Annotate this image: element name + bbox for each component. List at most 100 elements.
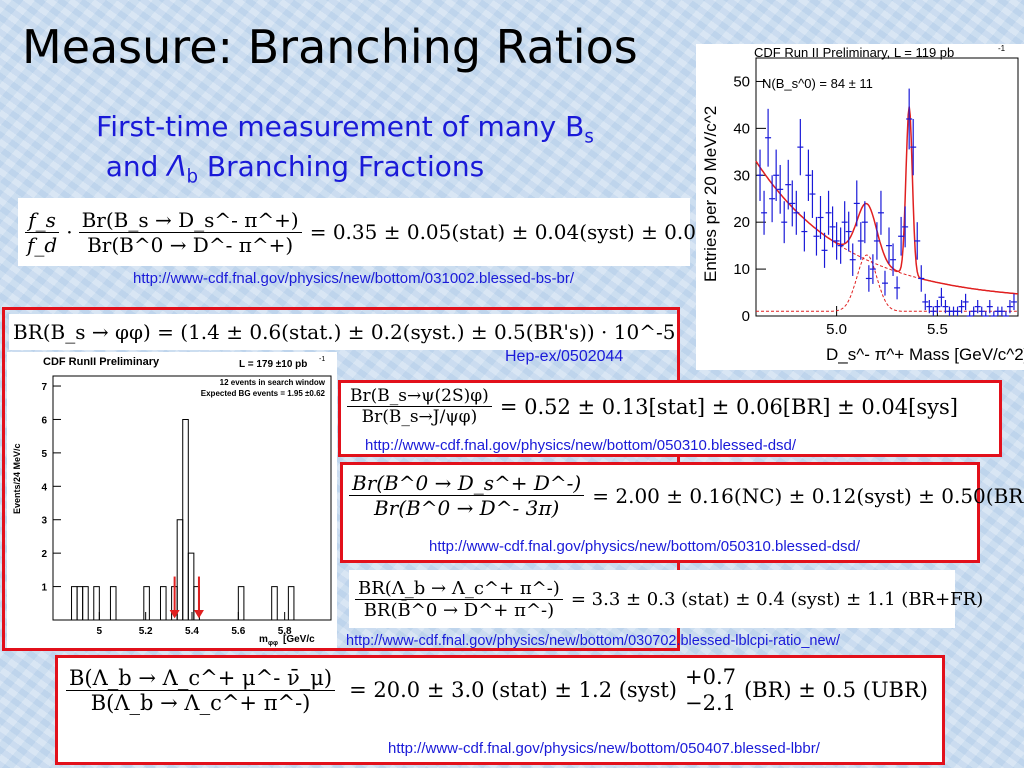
eq-dsd: Br(B^0 → D_s^+ D^-) Br(B^0 → D^- 3π) = 2.… xyxy=(349,471,1024,520)
eq-lambda-mu-up: +0.7 xyxy=(684,665,736,689)
subtitle-line2-sub: b xyxy=(186,166,199,188)
eq-psi-den: Br(B_s→J/ψφ) xyxy=(361,407,478,427)
dspi-xtick-label: 5.5 xyxy=(927,321,948,338)
slide-title: Measure: Branching Ratios xyxy=(22,20,638,74)
phiphi-bin xyxy=(93,586,100,620)
eq-dsd-rhs: = 2.00 ± 0.16(NC) ± 0.12(syst) ± 0.50(BR… xyxy=(592,483,1024,508)
phiphi-xtick-label: 5 xyxy=(97,626,103,637)
phiphi-ytick-label: 4 xyxy=(41,482,47,493)
link-fs-fd[interactable]: http://www-cdf.fnal.gov/physics/new/bott… xyxy=(133,270,575,287)
dspi-ytick-label: 40 xyxy=(733,120,750,137)
eq-fs-den: Br(B^0 → D^- π^+) xyxy=(87,232,294,257)
subtitle-line2-lambda: Λ xyxy=(167,150,187,183)
phiphi-bin xyxy=(159,586,167,620)
subtitle-line2-pre: and xyxy=(105,150,168,183)
dspi-xtick-label: 5.0 xyxy=(826,321,847,338)
phiphi-xtick-label: 5.4 xyxy=(185,626,199,637)
eq-psi: Br(B_s→ψ(2S)φ) Br(B_s→J/ψφ) = 0.52 ± 0.13… xyxy=(347,386,958,427)
eq-dsd-den: Br(B^0 → D^- 3π) xyxy=(373,496,560,520)
phiphi-xtick-label: 5.6 xyxy=(231,626,245,637)
slide-subtitle-line2: and Λb Branching Fractions xyxy=(0,148,620,197)
phiphi-bin xyxy=(76,586,84,620)
phiphi-bin xyxy=(176,519,184,620)
eq-dsd-num: Br(B^0 → D_s^+ D^-) xyxy=(349,471,585,496)
phiphi-bin xyxy=(109,586,117,620)
dspi-ylabel: Entries per 20 MeV/c^2 xyxy=(701,106,720,282)
link-psi[interactable]: http://www-cdf.fnal.gov/physics/new/bott… xyxy=(365,437,797,454)
eq-psi-num: Br(B_s→ψ(2S)φ) xyxy=(347,386,492,407)
eq-lambda-pi-num: BR(Λ_b → Λ_c^+ π^-) xyxy=(355,578,563,600)
dsd-panel: Br(B^0 → D_s^+ D^-) Br(B^0 → D^- 3π) = 2.… xyxy=(340,462,1024,563)
eq-fs-ratio-num: f_s xyxy=(25,208,59,233)
phiphi-ytick-label: 3 xyxy=(41,516,47,527)
phiphi-lumi-sup: -1 xyxy=(319,356,325,363)
dspi-xlabel: D_s^- π^+ Mass [GeV/c^2] xyxy=(826,345,1024,364)
phiphi-note2: Expected BG events = 1.95 ±0.62 xyxy=(201,389,326,398)
phiphi-bin xyxy=(82,586,89,620)
phiphi-bin xyxy=(271,586,278,620)
phiphi-ytick-label: 6 xyxy=(41,415,47,426)
phiphi-bin xyxy=(71,586,78,620)
phiphi-xtick-label: 5.8 xyxy=(278,626,292,637)
phiphi-bin xyxy=(182,418,189,620)
dspi-ytick-label: 50 xyxy=(733,73,750,90)
eq-fs-num: Br(B_s → D_s^- π^+) xyxy=(78,208,302,233)
eq-lambda-pi-rhs: = 3.3 ± 0.3 (stat) ± 0.4 (syst) ± 1.1 (B… xyxy=(570,588,984,610)
phiphi-bin xyxy=(237,586,245,620)
eq-lambda-mu: B(Λ_b → Λ_c^+ μ^- ν̄_μ) B(Λ_b → Λ_c^+ π^-… xyxy=(66,664,928,716)
phiphi-xlabel-sub: φφ xyxy=(268,640,278,647)
eq-lambda-pi-den: BR(B̄^0 → D^+ π^-) xyxy=(363,599,555,621)
phiphi-histogram: CDF RunII Preliminary L = 179 ±10 pb -1 12 … xyxy=(12,356,332,647)
subtitle-line2-post: Branching Fractions xyxy=(198,150,485,183)
dspi-ytick-label: 0 xyxy=(742,308,750,325)
link-dsd[interactable]: http://www-cdf.fnal.gov/physics/new/bott… xyxy=(429,538,861,555)
phiphi-ytick-label: 7 xyxy=(41,382,47,393)
phiphi-ytick-label: 2 xyxy=(41,549,47,560)
phiphi-title: CDF RunII Preliminary xyxy=(43,356,160,368)
eq-lambda-pi: BR(Λ_b → Λ_c^+ π^-) BR(B̄^0 → D^+ π^-) = … xyxy=(349,570,983,628)
phiphi-xlabel: m xyxy=(259,634,268,645)
eq-psi-rhs: = 0.52 ± 0.13[stat] ± 0.06[BR] ± 0.04[sy… xyxy=(499,394,958,419)
subtitle-line1-text: First-time measurement of many B xyxy=(96,110,585,143)
equation-fs-fd: f_s f_d · Br(B_s → D_s^- π^+) Br(B^0 → D^-… xyxy=(18,198,754,266)
dspi-annotation: N(B_s^0) = 84 ± 11 xyxy=(762,76,873,91)
phiphi-xlabel-unit: [GeV/c xyxy=(283,634,315,645)
phiphi-panel: BR(B_s → φφ) = (1.4 ± 0.6(stat.) ± 0.2(s… xyxy=(2,307,680,651)
subtitle-line1-sub: s xyxy=(584,126,594,148)
dspi-title-sup: -1 xyxy=(998,44,1006,53)
dspi-fit-background xyxy=(755,160,1019,295)
eq-lambda-pi-fraction: BR(Λ_b → Λ_c^+ π^-) BR(B̄^0 → D^+ π^-) xyxy=(355,578,563,621)
eq-lambda-mu-den: B(Λ_b → Λ_c^+ π^-) xyxy=(90,690,311,715)
phiphi-reference[interactable]: Hep-ex/0502044 xyxy=(505,348,624,365)
dspi-frame xyxy=(755,57,1019,317)
eq-fs-rhs: = 0.35 ± 0.05(stat) ± 0.04(syst) ± 0.09(… xyxy=(309,220,755,244)
link-lambda-pi[interactable]: http://www-cdf.fnal.gov/physics/new/bott… xyxy=(346,633,841,649)
phiphi-frame xyxy=(52,375,332,621)
dspi-plot: CDF Run II Preliminary, L = 119 pb -1 N(B_… xyxy=(696,44,1024,370)
eq-lambda-mu-fraction: B(Λ_b → Λ_c^+ μ^- ν̄_μ) B(Λ_b → Λ_c^+ π^-… xyxy=(66,666,336,715)
phiphi-lumi: L = 179 ±10 pb xyxy=(239,359,307,370)
eq-lambda-mu-down: −2.1 xyxy=(684,691,736,715)
phiphi-ytick-label: 1 xyxy=(41,583,47,594)
dspi-annotation-bg xyxy=(757,73,869,93)
dspi-ytick-label: 20 xyxy=(733,214,750,231)
phiphi-bin xyxy=(187,552,195,620)
dspi-ytick-label: 30 xyxy=(733,167,750,184)
link-lambda-mu[interactable]: http://www-cdf.fnal.gov/physics/new/bott… xyxy=(388,740,820,757)
dspi-fit-total xyxy=(755,106,1019,295)
eq-lambda-mu-rhs-a: = 20.0 ± 3.0 (stat) ± 1.2 (syst) xyxy=(349,678,677,702)
eq-lambda-mu-rhs-b: (BR) ± 0.5 (UBR) xyxy=(743,678,928,702)
eq-fs-fraction: Br(B_s → D_s^- π^+) Br(B^0 → D^- π^+) xyxy=(78,208,302,257)
dspi-title: CDF Run II Preliminary, L = 119 pb xyxy=(754,45,954,60)
eq-phiphi: BR(B_s → φφ) = (1.4 ± 0.6(stat.) ± 0.2(s… xyxy=(9,314,677,350)
phiphi-bin xyxy=(143,586,150,620)
eq-lambda-mu-asym: +0.7 −2.1 xyxy=(685,664,736,716)
phiphi-ytick-label: 5 xyxy=(41,449,47,460)
phiphi-window-arrowhead xyxy=(169,609,180,619)
dspi-mass-chart: CDF Run II Preliminary, L = 119 pb -1 N(B_… xyxy=(701,44,1024,364)
eq-dsd-fraction: Br(B^0 → D_s^+ D^-) Br(B^0 → D^- 3π) xyxy=(349,471,585,520)
eq-fs-ratio: f_s f_d xyxy=(24,208,60,257)
phiphi-ylabel: Events/24 MeV/c xyxy=(12,443,22,514)
eq-psi-fraction: Br(B_s→ψ(2S)φ) Br(B_s→J/ψφ) xyxy=(347,386,492,427)
lambda-mu-panel: B(Λ_b → Λ_c^+ μ^- ν̄_μ) B(Λ_b → Λ_c^+ π^-… xyxy=(55,655,945,765)
